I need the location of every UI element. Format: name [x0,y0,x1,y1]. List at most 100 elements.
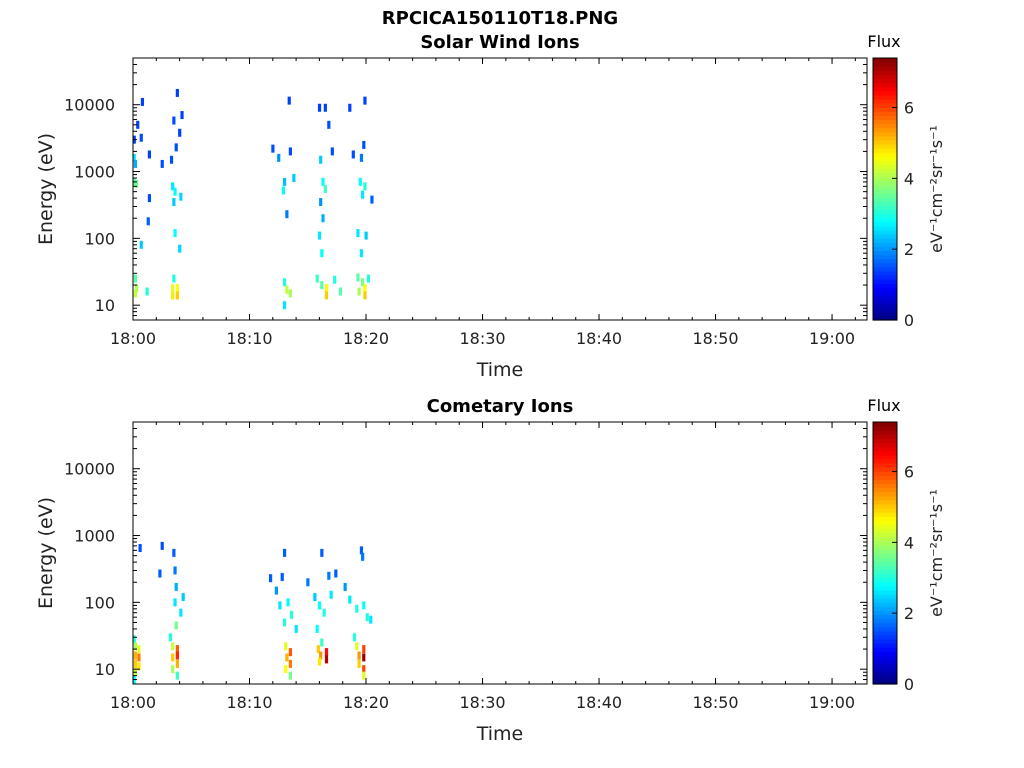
x-tick-label: 19:00 [809,329,855,348]
colorbar-unit: eV⁻¹cm⁻²sr⁻¹s⁻¹ [927,125,946,253]
heatmap-cell [268,574,273,583]
colorbar-segment [873,491,897,497]
heatmap-cell [172,274,176,283]
colorbar-segment [873,524,897,530]
heatmap-cells [132,88,374,310]
colorbar-segment [873,184,897,190]
heatmap-cell [355,642,359,651]
colorbar-segment [873,495,897,501]
heatmap-cell [278,601,282,610]
heatmap-cell [147,150,152,159]
y-tick-label: 100 [84,593,115,612]
colorbar-segment [873,160,897,166]
y-tick-label: 100 [84,229,115,248]
heatmap-cell [140,97,145,106]
heatmap-cell [363,291,367,300]
colorbar-segment [873,507,897,513]
colorbar-segment [873,532,897,538]
figure-title: RPCICA150110T18.PNG [382,8,618,29]
colorbar-segment [873,270,897,276]
heatmap-cell [284,665,288,674]
heatmap-cell [133,159,138,168]
colorbar-segment [873,254,897,260]
colorbar-tick-label: 4 [904,169,914,188]
colorbar-segment [873,164,897,170]
heatmap-cell [277,153,281,162]
colorbar-segment [873,450,897,456]
y-tick-label: 1000 [74,527,115,546]
heatmap-cell [179,192,183,201]
colorbar-segment [873,94,897,100]
colorbar-segment [873,618,897,624]
heatmap-cell [285,653,289,662]
colorbar-segment [873,131,897,137]
heatmap-cell [320,638,324,647]
heatmap-cell [315,624,319,633]
colorbar-tick-label: 0 [904,311,914,330]
colorbar-segment [873,152,897,157]
heatmap-cell [146,217,150,226]
heatmap-cell [134,284,139,293]
heatmap-cell [348,103,352,112]
colorbar-segment [873,307,897,313]
colorbar-segment [873,295,897,301]
heatmap-cell [323,103,327,112]
colorbar-segment [873,111,897,116]
heatmap-cell [139,133,143,142]
colorbar-segment [873,454,897,460]
x-tick-label: 18:40 [576,693,622,712]
colorbar-segment [873,205,897,211]
colorbar-segment [873,446,897,452]
heatmap-cell [282,548,287,557]
colorbar-segment [873,671,897,677]
heatmap-cell [175,645,179,654]
heatmap-cell [317,103,322,112]
heatmap-cell [285,210,289,219]
heatmap-cell [147,194,152,203]
heatmap-cell [289,610,294,619]
heatmap-cell [359,546,364,555]
x-tick-label: 18:10 [226,329,272,348]
heatmap-cell [282,278,287,287]
colorbar-segment [873,193,897,198]
heatmap-cell [133,642,138,651]
colorbar-segment [873,58,897,63]
heatmap-cell [320,249,324,258]
x-tick-label: 18:10 [226,693,272,712]
heatmap-cell [172,197,176,206]
colorbar-segment [873,675,897,681]
colorbar-frame [872,421,898,685]
colorbar-segment [873,598,897,603]
colorbar-segment [873,274,897,280]
colorbar-segment [873,299,897,305]
colorbar-segment [873,655,897,661]
x-axis: 18:00 18:10 18:20 18:30 18:40 18:50 19:00 [110,58,856,348]
colorbar-segment [873,593,897,599]
colorbar-tick-label: 4 [904,533,914,552]
heatmap-cell [286,598,290,607]
heatmap-cell [288,659,292,668]
heatmap-cell [174,582,178,591]
heatmap-cell [317,231,322,240]
heatmap-cell [324,291,329,300]
heatmap-cell [282,618,287,627]
heatmap-cell [362,671,366,680]
heatmap-cell [271,144,275,153]
heatmap-cell [178,128,182,137]
heatmap-cell [173,187,177,196]
heatmap-cell [334,569,338,578]
colorbar-tick-label: 2 [904,604,914,623]
heatmap-cell [160,159,164,168]
heatmap-cell [330,147,334,156]
colorbar-segment [873,626,897,632]
heatmap-cell [274,586,279,595]
x-tick-label: 19:00 [809,693,855,712]
colorbar-segment [873,659,897,665]
heatmap-cell [134,180,139,189]
heatmap-cell [321,177,325,186]
heatmap-cell [319,155,323,164]
heatmap-cell [173,566,177,575]
colorbar-segment [873,577,897,583]
colorbar-segment [873,189,897,194]
